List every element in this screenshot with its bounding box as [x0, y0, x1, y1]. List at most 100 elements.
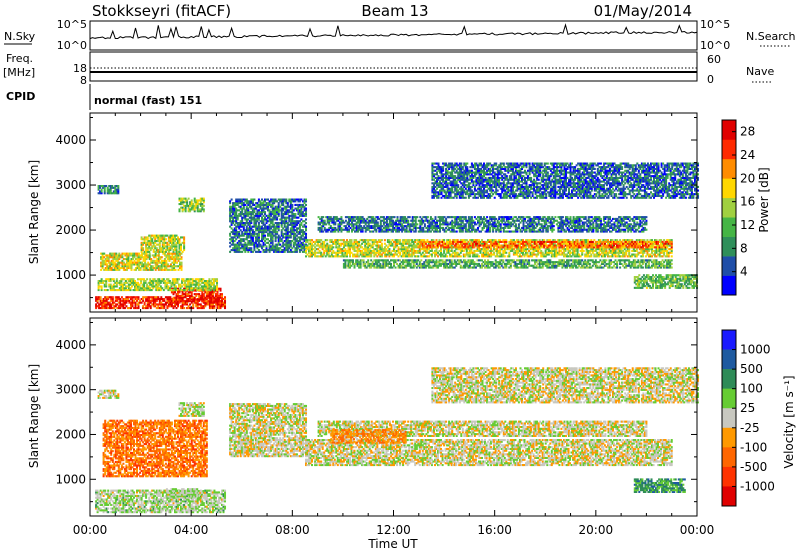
- power-cell: [452, 243, 454, 245]
- power-cell: [125, 302, 127, 304]
- power-cell: [183, 238, 185, 240]
- power-cell: [112, 260, 114, 262]
- power-cell: [107, 289, 109, 291]
- power-cell: [392, 239, 394, 241]
- power-cell: [175, 285, 177, 287]
- power-cell: [159, 244, 161, 246]
- power-cell: [208, 278, 210, 280]
- power-cell: [181, 265, 183, 267]
- power-cell: [244, 224, 246, 226]
- power-cell: [229, 226, 231, 228]
- power-cell: [636, 250, 638, 252]
- power-cell: [275, 215, 277, 217]
- power-cell: [241, 211, 243, 213]
- power-cell: [176, 307, 178, 309]
- power-cell: [437, 246, 439, 248]
- power-cell: [305, 252, 307, 254]
- power-cell: [250, 227, 252, 229]
- power-cell: [431, 243, 433, 245]
- power-cell: [237, 217, 239, 219]
- power-cell: [118, 265, 120, 267]
- freq-left-tick-bottom: 8: [80, 74, 87, 87]
- power-cell: [446, 243, 448, 245]
- power-cell: [516, 246, 518, 248]
- power-cell: [402, 245, 404, 247]
- power-cell: [423, 241, 425, 243]
- power-cell: [665, 248, 667, 250]
- power-cell: [671, 255, 673, 257]
- power-cell: [213, 291, 215, 293]
- power-cell: [436, 250, 438, 252]
- power-cell: [203, 293, 205, 295]
- power-cell: [602, 246, 604, 248]
- power-cell: [625, 252, 627, 254]
- power-cell: [253, 235, 255, 237]
- power-cell: [224, 302, 226, 304]
- power-cell: [158, 284, 160, 286]
- power-cell: [263, 222, 265, 224]
- power-cell: [264, 235, 266, 237]
- power-cell: [340, 245, 342, 247]
- power-cell: [157, 305, 159, 307]
- power-cell: [238, 209, 240, 211]
- power-cell: [165, 262, 167, 264]
- power-cell: [195, 280, 197, 282]
- power-cell: [580, 255, 582, 257]
- power-cell: [133, 300, 135, 302]
- power-cell: [263, 202, 265, 204]
- power-cell: [101, 192, 103, 194]
- power-cell: [182, 199, 184, 201]
- power-cell: [607, 239, 609, 241]
- power-cell: [243, 240, 245, 242]
- power-cell: [581, 254, 583, 256]
- power-cell: [143, 285, 145, 287]
- power-cell: [357, 252, 359, 254]
- power-cell: [260, 215, 262, 217]
- power-cell: [116, 280, 118, 282]
- power-cell: [561, 245, 563, 247]
- power-cell: [432, 239, 434, 241]
- power-cell: [192, 282, 194, 284]
- power-cell: [399, 239, 401, 241]
- power-cell: [132, 303, 134, 305]
- power-cell: [549, 239, 551, 241]
- power-cell: [116, 284, 118, 286]
- power-cell: [185, 208, 187, 210]
- power-cell: [592, 241, 594, 243]
- power-cell: [279, 244, 281, 246]
- power-cell: [521, 255, 523, 257]
- power-cell: [175, 260, 177, 262]
- nsky-label: N.Sky: [4, 30, 36, 43]
- power-cell: [255, 242, 257, 244]
- power-cell: [525, 250, 527, 252]
- power-cell: [121, 296, 123, 298]
- power-cell: [269, 244, 271, 246]
- power-cell: [148, 251, 150, 253]
- power-cell: [375, 239, 377, 241]
- power-cell: [337, 254, 339, 256]
- power-cell: [155, 256, 157, 258]
- power-cell: [272, 204, 274, 206]
- power-cell: [256, 220, 258, 222]
- power-cell: [508, 255, 510, 257]
- power-cell: [269, 209, 271, 211]
- power-cell: [513, 248, 515, 250]
- power-cell: [185, 207, 187, 209]
- power-cell: [264, 236, 266, 238]
- power-cell: [369, 248, 371, 250]
- power-cell: [128, 285, 130, 287]
- power-cell: [307, 241, 309, 243]
- power-cell: [102, 267, 104, 269]
- cpid-text: normal (fast) 151: [94, 94, 202, 107]
- power-cell: [247, 218, 249, 220]
- power-cell: [246, 199, 248, 201]
- power-cell: [451, 248, 453, 250]
- power-cell: [451, 254, 453, 256]
- power-cell: [481, 239, 483, 241]
- power-cell: [555, 255, 557, 257]
- power-cell: [210, 285, 212, 287]
- power-cell: [100, 269, 102, 271]
- power-cell: [113, 278, 115, 280]
- power-cell: [351, 241, 353, 243]
- power-cell: [241, 209, 243, 211]
